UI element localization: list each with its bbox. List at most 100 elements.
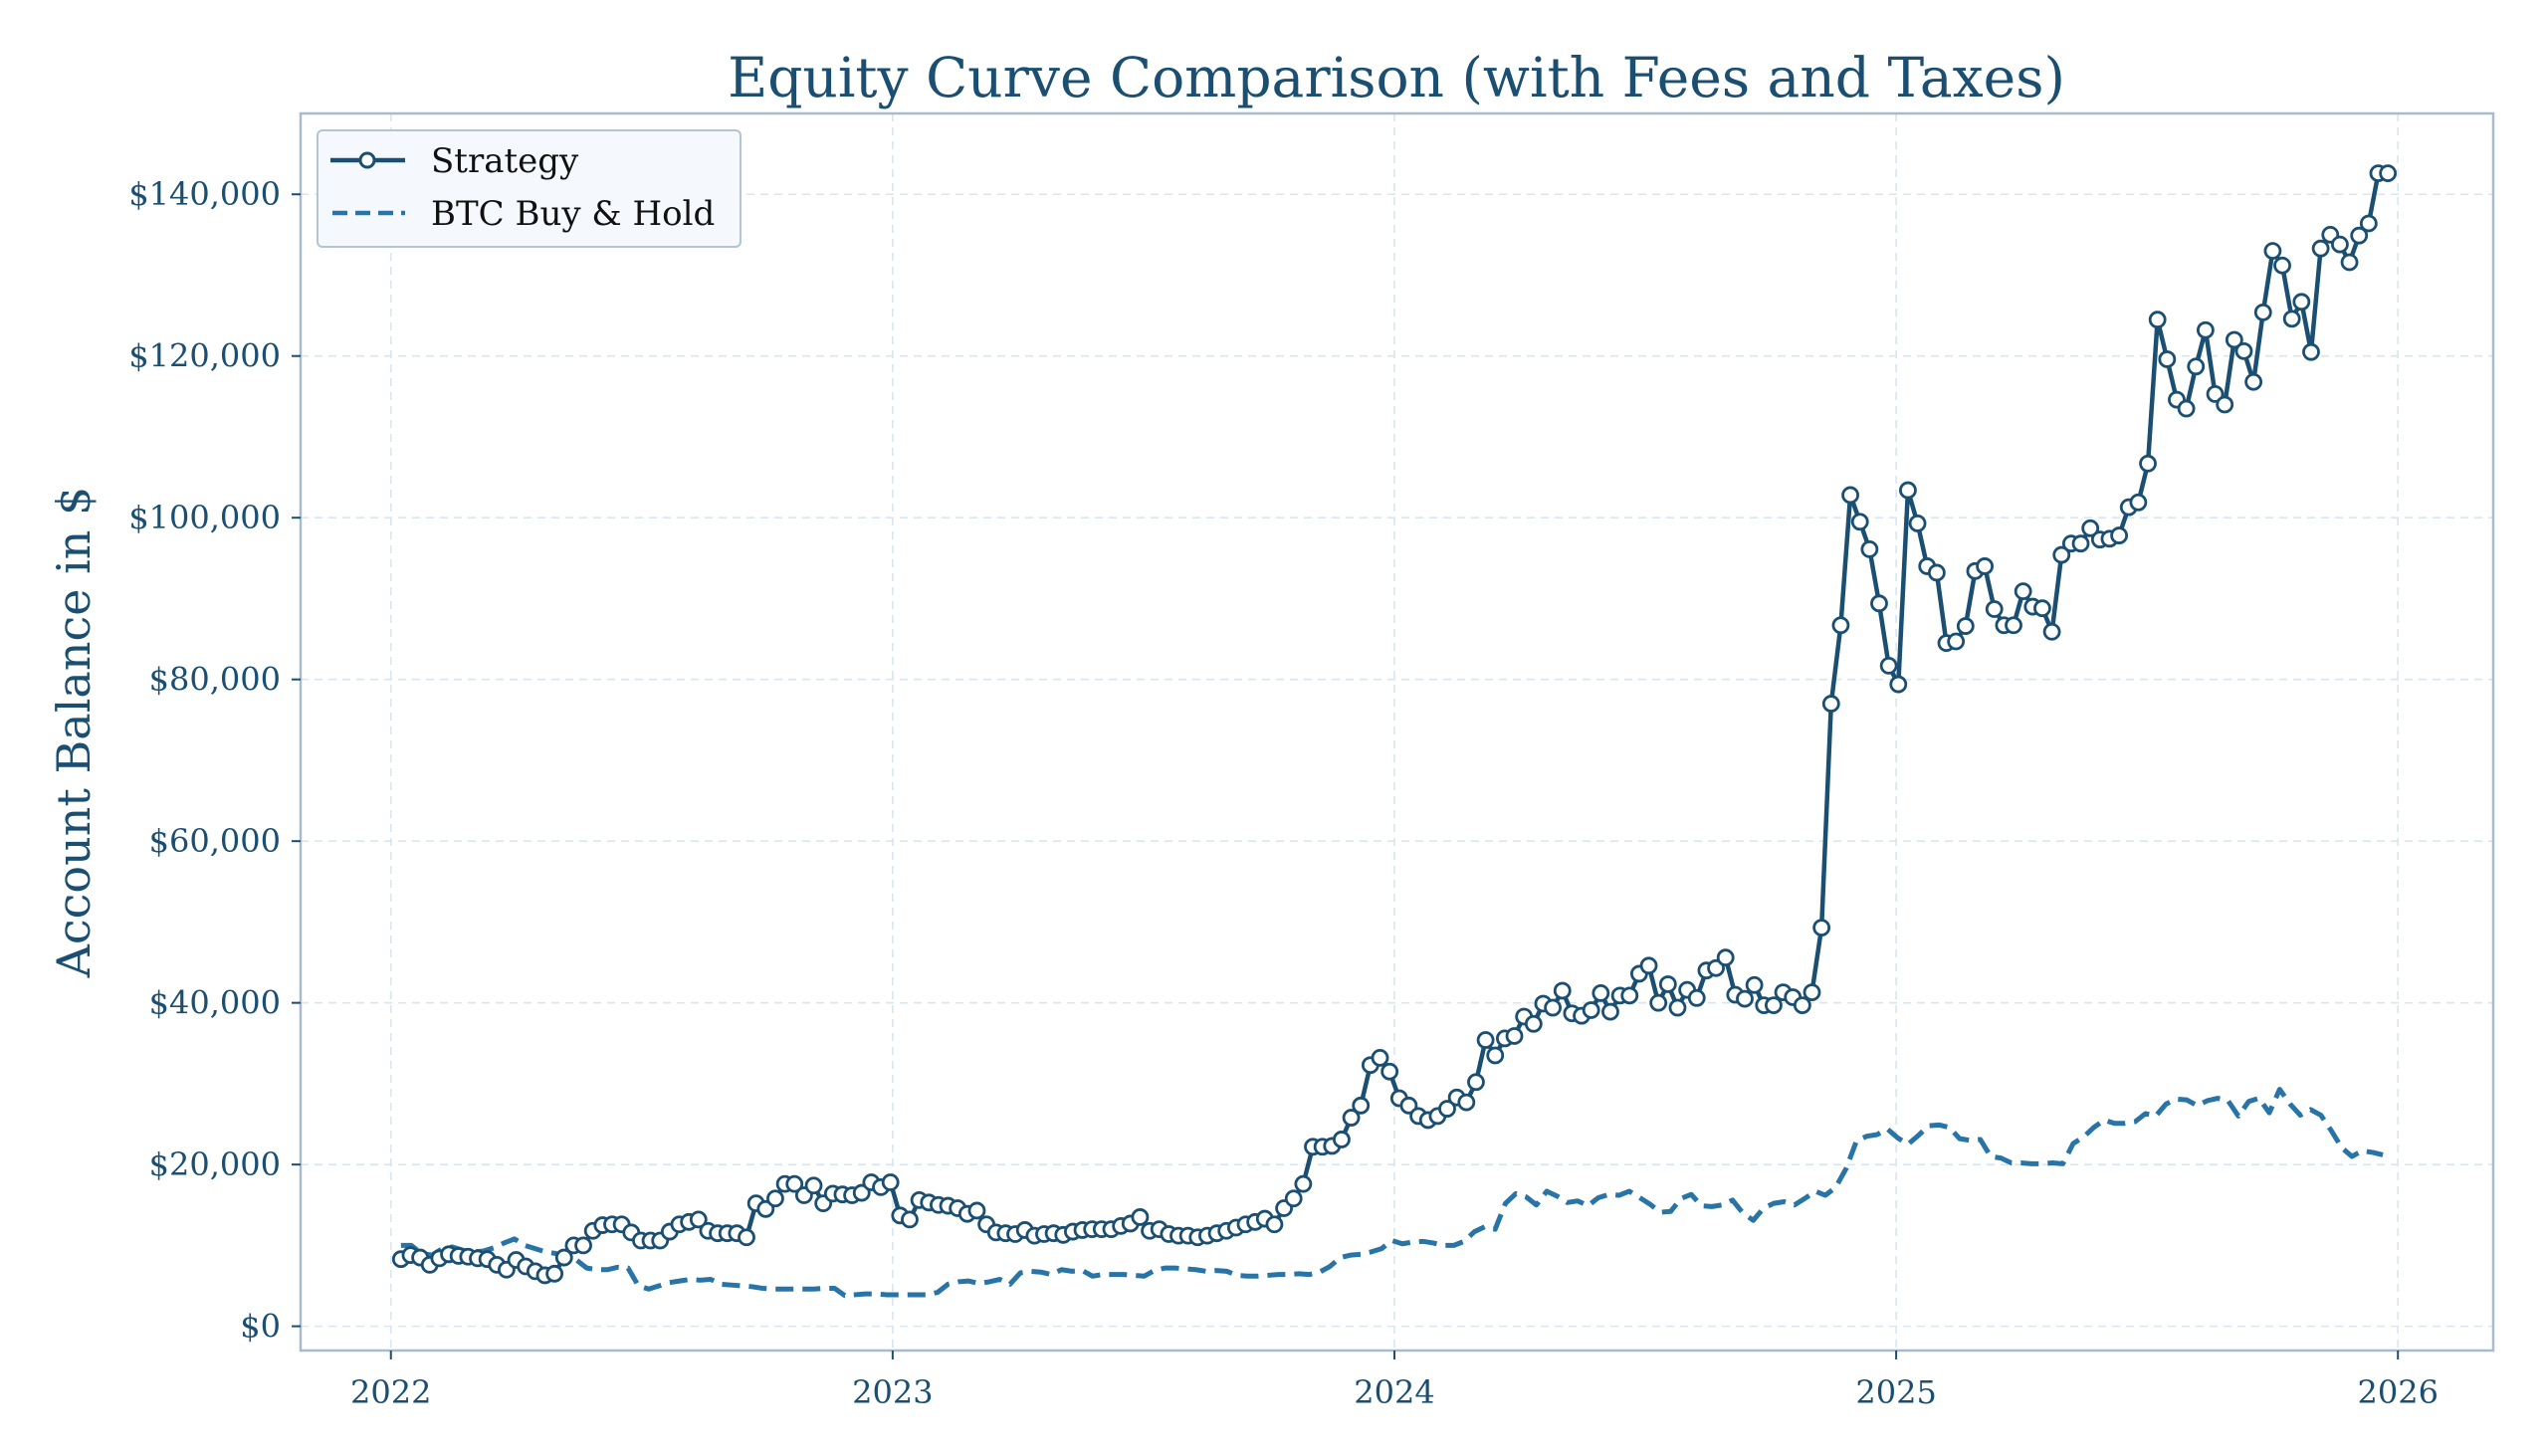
strategy-point [2158, 350, 2177, 368]
strategy-point [1908, 514, 1927, 532]
x-tick-label: 2024 [1354, 1373, 1434, 1411]
strategy-point [1601, 1002, 1619, 1021]
y-tick-label: $120,000 [128, 337, 281, 375]
strategy-point [756, 1199, 775, 1218]
strategy-point [2311, 239, 2330, 258]
strategy-point [2042, 622, 2061, 641]
strategy-point [1265, 1215, 1284, 1234]
strategy-point [2052, 545, 2071, 564]
strategy-point [881, 1173, 900, 1191]
strategy-point [2302, 342, 2320, 361]
strategy-point [1352, 1096, 1371, 1115]
strategy-point [1821, 695, 1840, 713]
strategy-point [1812, 919, 1831, 937]
strategy-point [2196, 320, 2215, 339]
chart-title: Equity Curve Comparison (with Fees and T… [728, 46, 2065, 109]
strategy-point [2177, 399, 2196, 418]
strategy-point [689, 1210, 708, 1229]
strategy-point [2282, 310, 2301, 328]
strategy-point [1985, 600, 2004, 618]
strategy-point [2206, 385, 2225, 403]
strategy-point [967, 1201, 986, 1220]
strategy-point [1668, 998, 1687, 1017]
plot-frame [299, 111, 2495, 1352]
strategy-point [785, 1174, 804, 1193]
x-tick-label: 2023 [852, 1373, 933, 1411]
strategy-point [545, 1264, 564, 1283]
strategy-point [1947, 632, 1966, 651]
strategy-point [1342, 1109, 1361, 1127]
strategy-point [1803, 983, 1821, 1001]
strategy-point [1284, 1189, 1303, 1208]
strategy-point [738, 1228, 755, 1247]
strategy-point [1380, 1062, 1399, 1081]
strategy-point [2292, 293, 2311, 312]
y-tick-label: $20,000 [149, 1145, 281, 1183]
strategy-point [1658, 975, 1677, 993]
legend-strategy-label: Strategy [431, 141, 579, 181]
y-tick-label: $60,000 [149, 822, 281, 860]
strategy-point [1649, 993, 1668, 1012]
strategy-point [1399, 1096, 1418, 1115]
strategy-point [2244, 372, 2263, 391]
strategy-point [2139, 454, 2157, 473]
strategy-point [2225, 330, 2243, 349]
strategy-point [1371, 1049, 1389, 1067]
strategy-point [1620, 986, 1639, 1005]
y-tick-label: $80,000 [149, 661, 281, 699]
strategy-point [1639, 956, 1658, 975]
legend-strategy-marker-icon [358, 151, 376, 169]
strategy-point [1582, 1001, 1600, 1019]
y-tick-label: $100,000 [128, 499, 281, 536]
strategy-point [1976, 557, 1994, 575]
strategy-point [554, 1248, 573, 1267]
strategy-point [2234, 341, 2253, 360]
strategy-point [574, 1236, 592, 1255]
strategy-point [2359, 214, 2378, 233]
strategy-point [1927, 563, 1946, 582]
strategy-point [2340, 253, 2359, 272]
strategy-point [1841, 486, 1859, 505]
strategy-point [2081, 519, 2100, 537]
strategy-point [2253, 303, 2272, 321]
y-axis-label: Account Balance in $ [47, 487, 101, 979]
strategy-point [901, 1210, 919, 1229]
strategy-point [2263, 242, 2282, 261]
strategy-point [1476, 1031, 1495, 1049]
strategy-point [2033, 599, 2051, 618]
y-axis: $0 $20,000 $40,000 $60,000 $80,000 $100,000 $1… [128, 175, 301, 1346]
grid-lines [301, 113, 2493, 1351]
y-tick-label: $40,000 [149, 984, 281, 1022]
strategy-point [1850, 513, 1869, 531]
strategy-point [2129, 493, 2148, 512]
strategy-point [2331, 235, 2349, 254]
legend-box [317, 129, 742, 248]
strategy-point [1765, 996, 1783, 1014]
legend: Strategy BTC Buy & Hold [317, 129, 742, 248]
strategy-point [852, 1183, 871, 1202]
strategy-point [1870, 594, 1888, 613]
strategy-point [2014, 582, 2032, 601]
strategy-point [2071, 534, 2090, 553]
strategy-series-group [391, 164, 2398, 1285]
strategy-point [2005, 616, 2022, 635]
strategy-point [1793, 996, 1811, 1014]
strategy-point [1716, 948, 1735, 967]
strategy-point [2187, 357, 2206, 376]
strategy-point [1544, 998, 1563, 1017]
strategy-point [2216, 395, 2234, 414]
strategy-point [2110, 526, 2129, 544]
strategy-point [1524, 1014, 1543, 1033]
strategy-point [1860, 539, 1879, 558]
strategy-point [1294, 1174, 1313, 1193]
strategy-point [1736, 989, 1754, 1008]
strategy-point [1438, 1100, 1456, 1118]
btc-buy-hold-line [400, 1087, 2384, 1299]
strategy-point [2379, 164, 2398, 183]
strategy-point [1889, 675, 1908, 694]
strategy-point [1457, 1093, 1476, 1112]
strategy-point [1879, 656, 1898, 675]
strategy-point [766, 1189, 784, 1208]
strategy-point [1592, 984, 1610, 1002]
